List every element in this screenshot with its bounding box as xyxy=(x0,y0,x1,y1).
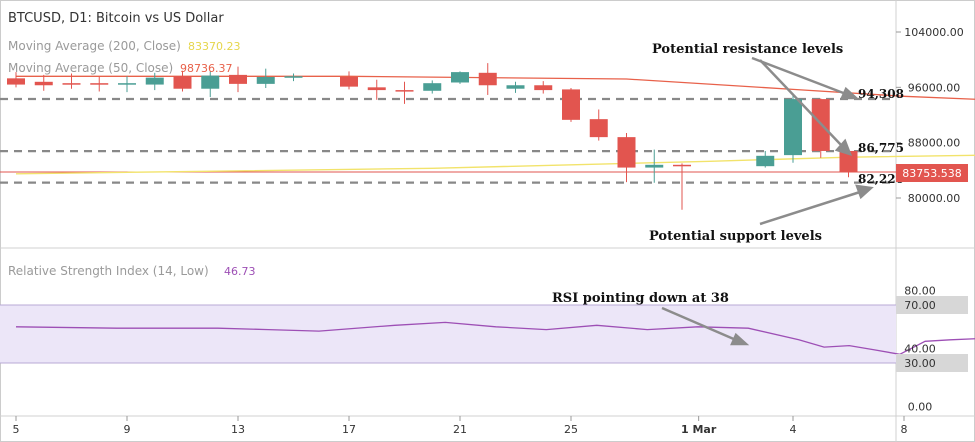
support-annotation: Potential support levels xyxy=(649,229,822,244)
annotation-arrows xyxy=(661,56,874,346)
ma200-value: 83370.23 xyxy=(188,40,241,53)
rsi-tick-label-2: 40.00 xyxy=(904,343,936,356)
chart-title: BTCUSD, D1: Bitcoin vs US Dollar xyxy=(8,11,224,26)
arrow-head-support xyxy=(855,184,874,200)
rsi-layer xyxy=(0,304,975,364)
x-tick-label-3: 17 xyxy=(342,423,356,436)
x-tick-label-4: 21 xyxy=(453,423,467,436)
candle-body-8 xyxy=(90,83,109,85)
price-tick-label-3: 80000.00 xyxy=(908,192,961,205)
candle-body-13 xyxy=(229,74,247,84)
candle-body-25 xyxy=(562,89,580,120)
candle-body-12 xyxy=(201,75,220,89)
level-label-support-1: 82,220 xyxy=(858,172,904,186)
ma200-label: Moving Average (200, Close) xyxy=(8,39,181,53)
candle-body-9 xyxy=(118,83,136,85)
candle-body-14 xyxy=(256,76,275,84)
candle-body-23 xyxy=(506,85,525,89)
x-tick-label-5: 25 xyxy=(564,423,578,436)
x-tick-label-6: 1 Mar xyxy=(681,423,717,436)
rsi-tick-label-0: 80.00 xyxy=(904,285,936,298)
price-tick-label-2: 88000.00 xyxy=(908,137,961,150)
candle-body-35 xyxy=(839,150,858,172)
rsi-tick-label-1: 70.00 xyxy=(904,299,936,312)
arrow-rsi xyxy=(661,306,737,342)
candle-body-20 xyxy=(423,83,442,91)
arrow-resistance-1 xyxy=(751,56,847,96)
current-price-value: 83753.538 xyxy=(902,167,962,180)
arrow-resistance-2 xyxy=(759,59,843,147)
arrow-head-resistance-2 xyxy=(834,138,853,156)
candle-body-29 xyxy=(673,164,691,167)
candle-body-19 xyxy=(395,90,414,92)
arrow-head-rsi xyxy=(730,332,750,346)
candles xyxy=(7,63,858,210)
price-tick-label-1: 96000.00 xyxy=(908,81,961,94)
x-tick-label-2: 13 xyxy=(231,423,245,436)
arrow-head-resistance-1 xyxy=(840,86,860,100)
axis-layer: 104000.0096000.0088000.0080000.0080.0070… xyxy=(13,26,968,436)
candle-body-10 xyxy=(145,77,164,85)
candle-body-11 xyxy=(173,76,192,89)
resistance-annotation: Potential resistance levels xyxy=(652,42,843,57)
x-tick-label-7: 4 xyxy=(790,423,797,436)
arrow-support xyxy=(759,190,861,226)
rsi-annotation: RSI pointing down at 38 xyxy=(552,291,729,306)
candle-body-6 xyxy=(34,81,53,86)
candle-body-32 xyxy=(756,155,775,167)
x-tick-label-0: 5 xyxy=(13,423,20,436)
candle-body-28 xyxy=(645,164,664,168)
candle-body-26 xyxy=(589,119,608,138)
rsi-label: Relative Strength Index (14, Low) xyxy=(8,264,209,278)
ma50-value: 98736.37 xyxy=(180,62,233,75)
candle-body-17 xyxy=(340,76,358,87)
candle-body-22 xyxy=(478,72,497,86)
rsi-tick-label-4: 0.00 xyxy=(908,401,933,414)
candle-body-18 xyxy=(367,87,386,91)
x-tick-label-1: 9 xyxy=(124,423,131,436)
price-lines xyxy=(0,75,975,184)
candle-body-27 xyxy=(617,137,636,168)
current-price-tag xyxy=(896,164,968,182)
rsi-line xyxy=(15,321,975,355)
ma50-label: Moving Average (50, Close) xyxy=(8,61,173,75)
candle-body-24 xyxy=(534,85,553,91)
rsi-tick-label-3: 30.00 xyxy=(904,357,936,370)
rsi-tick-bg-3 xyxy=(896,354,968,372)
level-label-resistance-2: 86,775 xyxy=(858,141,904,155)
x-tick-label-8: 8 xyxy=(901,423,908,436)
rsi-tick-bg-1 xyxy=(896,296,968,314)
level-label-resistance-1: 94,308 xyxy=(858,87,904,101)
candle-body-7 xyxy=(62,83,81,85)
candle-body-5 xyxy=(7,78,25,85)
price-tick-label-0: 104000.00 xyxy=(904,26,964,39)
candle-body-33 xyxy=(784,99,802,156)
rsi-value: 46.73 xyxy=(224,265,256,278)
rsi-band xyxy=(0,305,896,363)
candle-body-15 xyxy=(284,76,303,78)
candle-body-21 xyxy=(451,72,469,83)
ma200-line xyxy=(15,154,975,175)
